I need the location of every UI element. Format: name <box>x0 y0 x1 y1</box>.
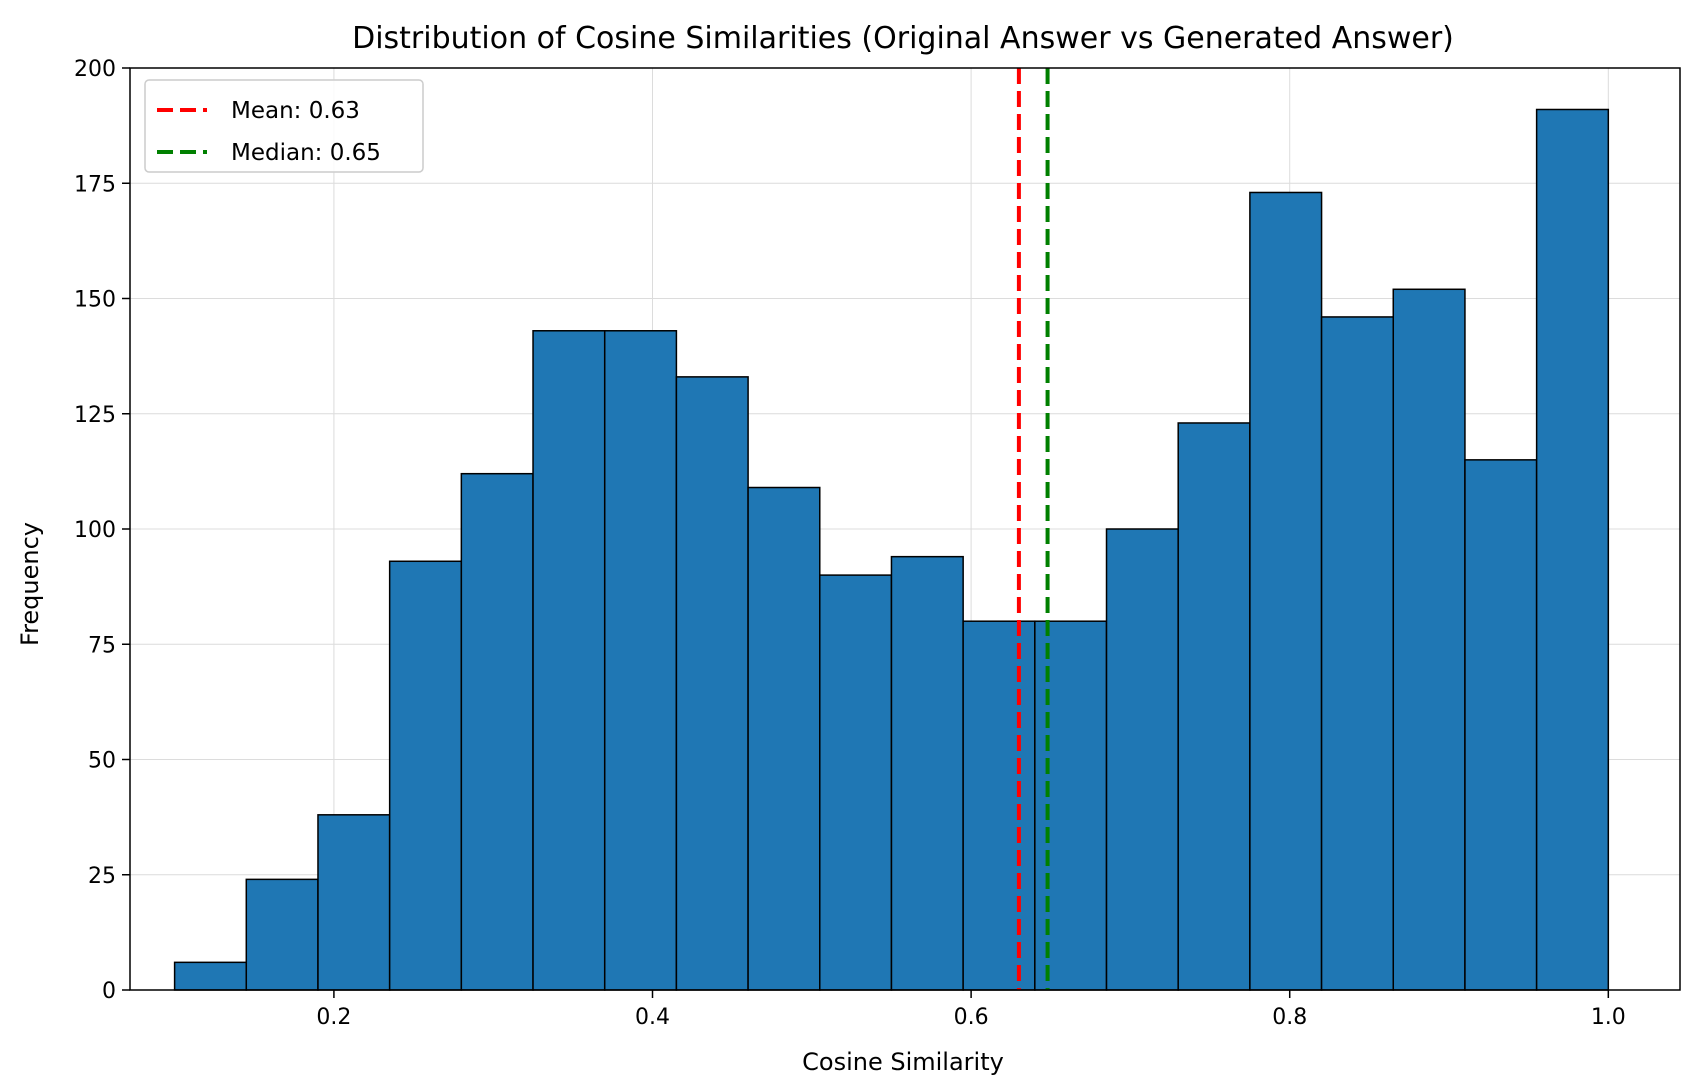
y-tick-label: 100 <box>74 518 116 543</box>
histogram-bar-18 <box>1392 288 1466 991</box>
x-axis-label: Cosine Similarity <box>802 1048 1004 1076</box>
legend-mean-label: Mean: 0.63 <box>231 98 360 124</box>
histogram-bar-11 <box>890 555 964 991</box>
histogram-bar-1 <box>173 961 248 991</box>
y-tick-label: 200 <box>74 57 116 82</box>
histogram-bar-7 <box>603 330 678 991</box>
histogram-bar-14 <box>1105 528 1179 991</box>
chart-title: Distribution of Cosine Similarities (Ori… <box>352 21 1454 56</box>
histogram-bar-2 <box>245 878 319 991</box>
histogram-bars <box>173 108 1610 991</box>
histogram-bar-16 <box>1249 191 1323 991</box>
x-tick-label: 1.0 <box>1591 1005 1626 1030</box>
x-tick-label: 0.8 <box>1272 1005 1307 1030</box>
y-tick-label: 50 <box>88 749 116 774</box>
x-tick-label: 0.6 <box>954 1005 989 1030</box>
histogram-bar-9 <box>747 486 821 991</box>
histogram-bar-20 <box>1535 108 1610 991</box>
histogram-bar-4 <box>388 560 463 991</box>
histogram-bar-15 <box>1177 422 1251 991</box>
y-tick-label: 150 <box>74 288 116 313</box>
y-axis-label: Frequency <box>16 522 44 646</box>
histogram-bar-19 <box>1464 459 1538 991</box>
y-axis-ticks: 0 25 50 75 100 125 150 175 200 <box>74 57 130 1004</box>
y-tick-label: 0 <box>102 979 116 1004</box>
histogram-bar-10 <box>819 574 893 991</box>
y-tick-label: 25 <box>88 864 116 889</box>
x-axis-ticks: 0.2 0.4 0.6 0.8 1.0 <box>316 990 1626 1030</box>
y-tick-label: 75 <box>88 633 116 658</box>
x-tick-label: 0.2 <box>316 1005 351 1030</box>
reference-lines <box>1016 68 1050 990</box>
y-tick-label: 125 <box>74 403 116 428</box>
histogram-bar-5 <box>460 472 534 991</box>
y-tick-label: 175 <box>74 172 116 197</box>
histogram-bar-17 <box>1320 316 1395 991</box>
x-tick-label: 0.4 <box>635 1005 670 1030</box>
histogram-bar-12 <box>962 620 1036 991</box>
histogram-bar-3 <box>317 814 391 991</box>
chart-legend: Mean: 0.63 Median: 0.65 <box>144 79 424 173</box>
histogram-bar-6 <box>532 330 606 991</box>
legend-box <box>144 79 424 173</box>
legend-median-label: Median: 0.65 <box>231 140 381 166</box>
histogram-bar-8 <box>675 376 749 991</box>
